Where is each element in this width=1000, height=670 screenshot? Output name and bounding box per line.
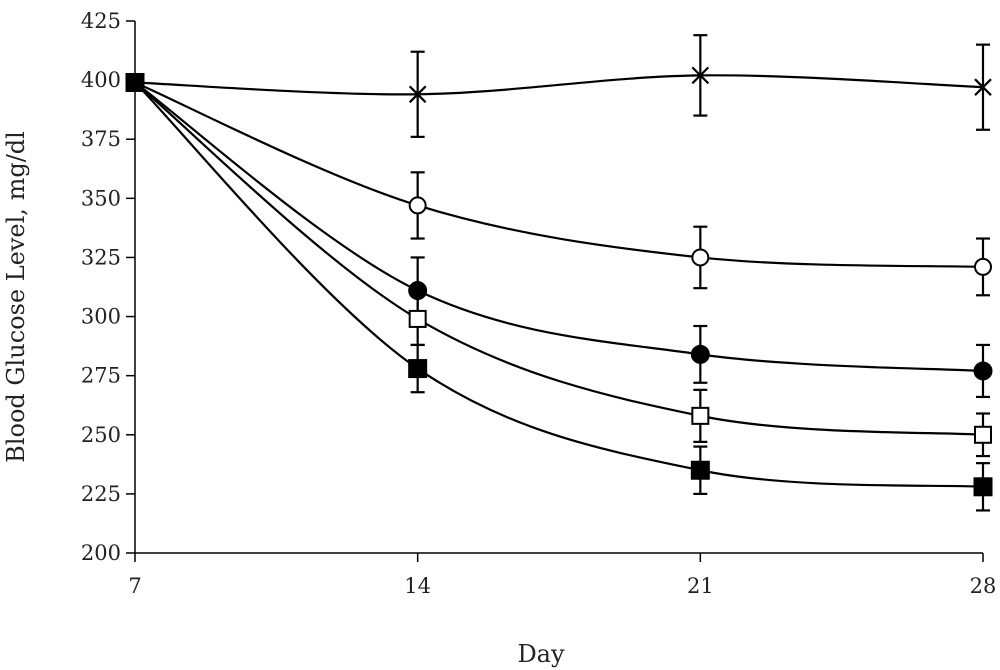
data-point-filled-square [690,460,710,480]
y-axis-title: Blood Glucose Level, mg/dl [2,131,30,463]
x-tick-label: 28 [970,574,997,598]
series-filled-circle [125,72,993,399]
series-line [134,81,984,436]
data-point-filled-square [973,477,993,497]
data-point-cross [974,78,992,96]
y-tick-label: 300 [81,305,121,329]
data-point-open-circle [691,248,710,267]
data-point-filled-square [125,72,145,92]
y-tick-label: 350 [81,186,121,210]
y-tick-label: 200 [81,541,121,565]
y-tick-label: 400 [81,68,121,92]
data-point-open-square [408,309,427,328]
series-line [134,81,984,269]
y-tick-label: 425 [81,9,121,33]
data-point-open-circle [408,196,427,215]
data-point-open-square [974,425,992,444]
x-tick-label: 14 [404,574,431,598]
data-point-open-square [691,406,710,425]
y-tick-label: 250 [81,423,121,447]
data-point-filled-circle [973,361,993,381]
data-point-filled-circle [690,344,710,364]
y-tick-label: 325 [81,245,121,269]
axes-layer: 200 225 250 275 300 325 350 375 400 425 7 14 21 28 [81,9,996,598]
data-point-cross [408,85,427,104]
series-open-circle [126,73,992,297]
x-axis-title: Day [517,640,565,668]
x-tick-label: 21 [687,574,714,598]
series-line [134,81,984,488]
x-tick-label: 7 [128,574,141,598]
y-tick-label: 275 [81,364,121,388]
data-point-filled-square [408,359,428,379]
y-tick-label: 225 [81,482,121,506]
data-point-cross [691,66,710,85]
series-line [134,81,984,373]
series-filled-square [125,72,993,512]
series-layer [125,34,993,512]
data-point-open-circle [974,257,992,276]
y-tick-label: 375 [81,127,121,151]
series-line [134,74,984,96]
series-cross [126,34,992,138]
